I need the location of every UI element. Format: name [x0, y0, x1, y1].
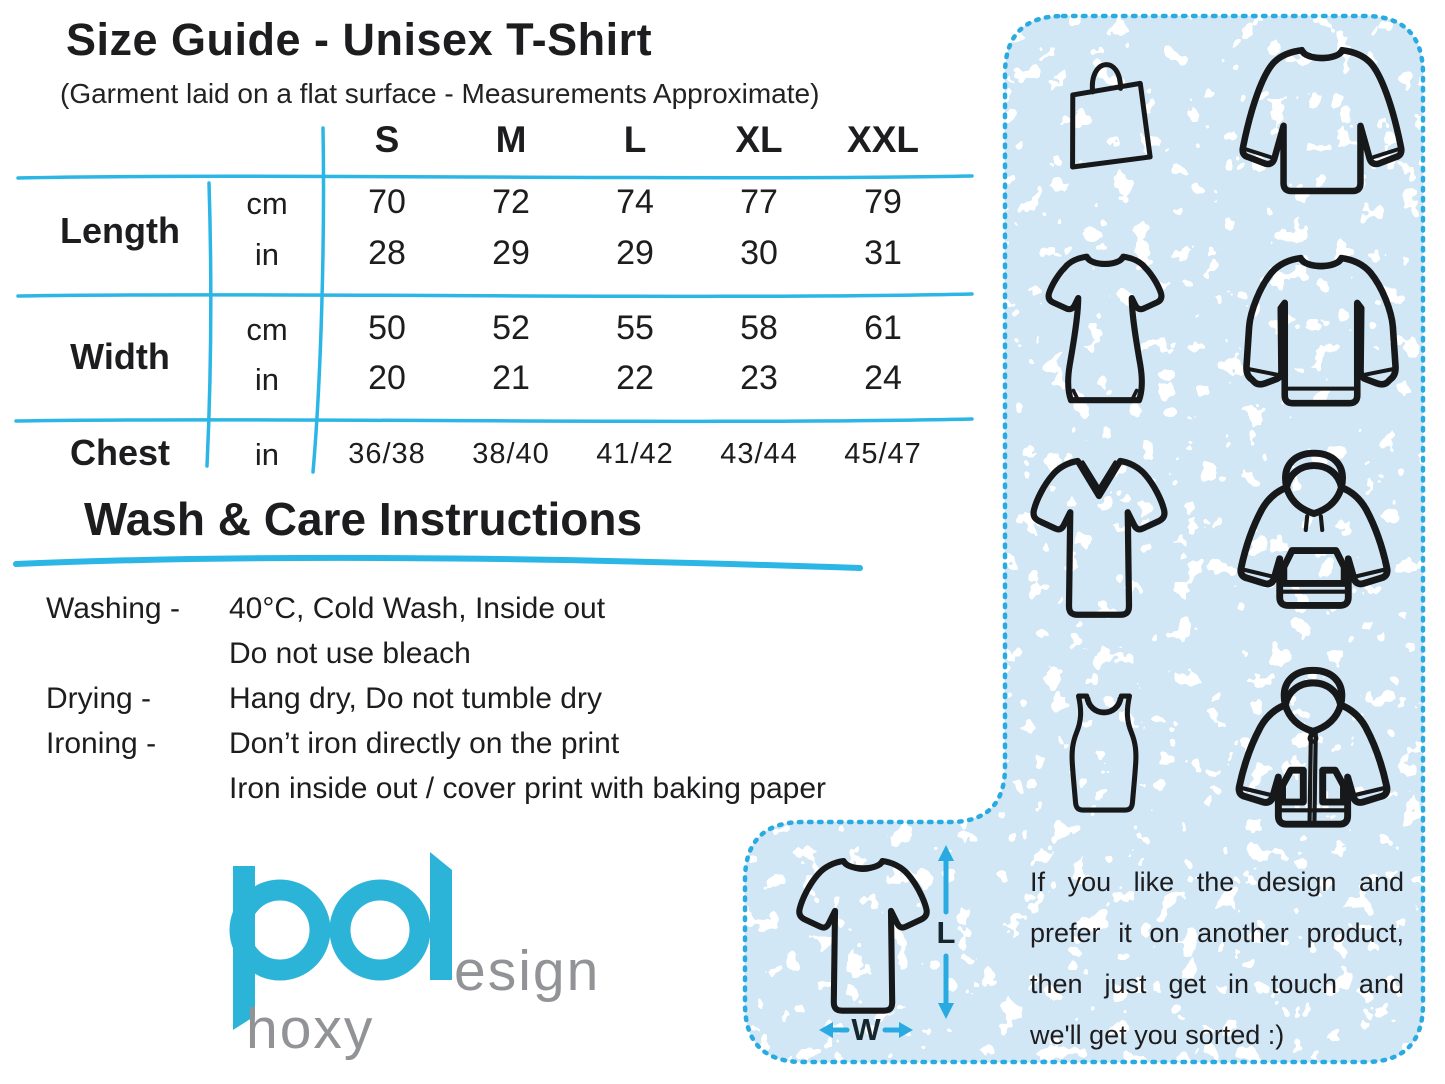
length-unit-in: in — [254, 237, 280, 272]
long-sleeve-tee-icon — [1234, 32, 1410, 204]
care-heading: Wash & Care Instructions — [84, 493, 643, 545]
chest-unit-in: in — [254, 437, 280, 472]
table-cell: 21 — [492, 359, 530, 397]
size-header-l: L — [623, 119, 647, 160]
table-cell: 41/42 — [596, 438, 674, 470]
tote-bag-icon — [1058, 46, 1162, 174]
care-label-washing: Washing - — [46, 592, 180, 625]
page-subtitle: (Garment laid on a flat surface - Measur… — [60, 78, 820, 109]
table-line-v2 — [311, 126, 326, 474]
table-cell: 22 — [616, 359, 654, 397]
table-cell: 43/44 — [720, 438, 798, 470]
care-text: Hang dry, Do not tumble dry — [229, 682, 602, 715]
row-label-chest: Chest — [69, 432, 171, 473]
table-cell: 28 — [368, 234, 406, 272]
table-cell: 29 — [616, 234, 654, 272]
table-cell: 52 — [492, 309, 530, 347]
care-text: 40°C, Cold Wash, Inside out — [229, 592, 606, 625]
table-cell: 36/38 — [348, 438, 426, 470]
table-cell: 79 — [864, 183, 902, 221]
care-text: Do not use bleach — [229, 637, 471, 670]
table-cell: 58 — [740, 309, 778, 347]
hoodie-icon — [1218, 434, 1410, 626]
table-cell: 45/47 — [844, 438, 922, 470]
row-label-width: Width — [70, 336, 170, 377]
care-label-ironing: Ironing - — [46, 727, 157, 760]
care-text: Iron inside out / cover print with bakin… — [229, 772, 826, 805]
note-line: we'll get you sorted :) — [1030, 1020, 1285, 1050]
logo-pd-monogram — [229, 852, 452, 1030]
length-unit-cm: cm — [246, 186, 288, 221]
measure-tee-icon — [790, 846, 936, 1022]
table-line-v1 — [205, 181, 213, 468]
table-cell: 70 — [368, 183, 406, 221]
width-arrow — [819, 1022, 913, 1038]
size-header-m: M — [495, 119, 527, 160]
table-cell: 23 — [740, 359, 778, 397]
phoxy-design-logo: esign hoxy — [229, 852, 600, 1060]
table-cell: 55 — [616, 309, 654, 347]
sweatshirt-icon — [1232, 230, 1410, 426]
table-cell: 20 — [368, 359, 406, 397]
v-neck-tee-icon — [1024, 446, 1174, 626]
table-cell: 29 — [492, 234, 530, 272]
width-unit-in: in — [254, 362, 280, 397]
table-cell: 30 — [740, 234, 778, 272]
care-label-drying: Drying - — [46, 682, 152, 715]
note-line: If you like the design and — [1030, 867, 1404, 897]
width-unit-cm: cm — [246, 312, 288, 347]
table-cell: 31 — [864, 234, 902, 272]
table-line-h3 — [14, 417, 974, 424]
table-line-h1 — [16, 174, 974, 180]
womens-tee-icon — [1032, 228, 1178, 424]
size-header-xl: XL — [735, 119, 783, 160]
table-cell: 77 — [740, 183, 778, 221]
length-measure-label: L — [936, 915, 956, 950]
table-cell: 24 — [864, 359, 902, 397]
table-cell: 61 — [864, 309, 902, 347]
logo-suffix-text: esign — [454, 939, 600, 1003]
size-header-s: S — [374, 119, 400, 160]
logo-secondary-text: hoxy — [246, 997, 374, 1060]
table-cell: 38/40 — [472, 438, 550, 470]
width-measure-label: W — [851, 1012, 881, 1047]
note-line: then just get in touch and — [1030, 969, 1404, 999]
table-cell: 72 — [492, 183, 530, 221]
tank-top-icon — [1048, 658, 1160, 844]
table-cell: 50 — [368, 309, 406, 347]
note-line: prefer it on another product, — [1030, 918, 1404, 948]
size-header-xxl: XXL — [847, 119, 919, 160]
table-cell: 74 — [616, 183, 654, 221]
row-label-length: Length — [60, 210, 180, 251]
zip-hoodie-icon — [1216, 650, 1410, 846]
length-arrow — [938, 845, 954, 1019]
table-line-h2 — [16, 292, 974, 299]
care-heading-underline — [13, 554, 863, 571]
care-text: Don’t iron directly on the print — [229, 727, 620, 760]
page-title: Size Guide - Unisex T-Shirt — [66, 14, 653, 65]
